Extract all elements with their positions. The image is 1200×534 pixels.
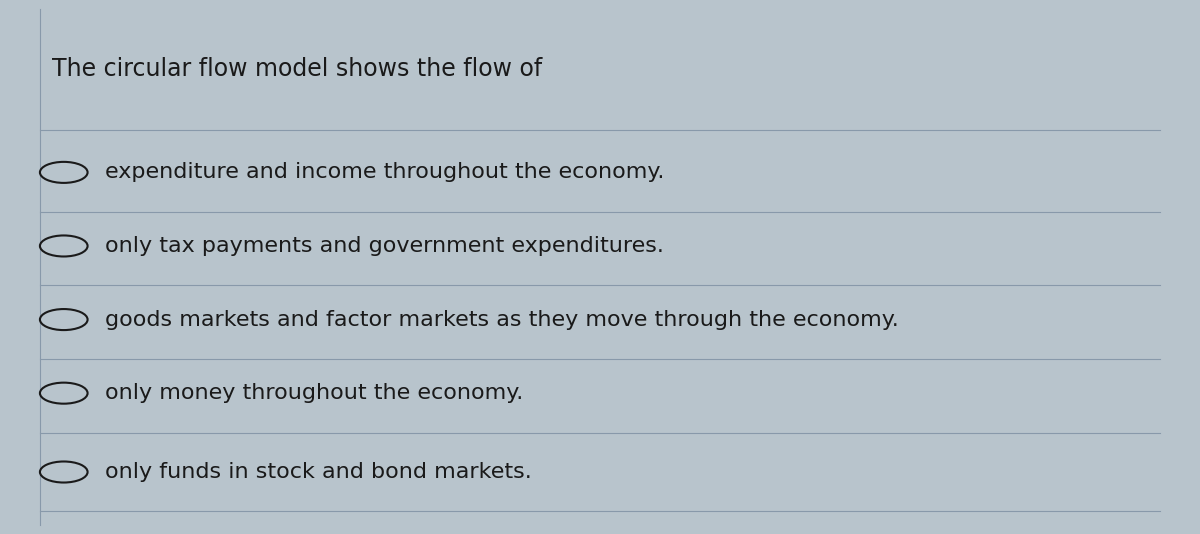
Text: only money throughout the economy.: only money throughout the economy. xyxy=(106,383,523,403)
Text: expenditure and income throughout the economy.: expenditure and income throughout the ec… xyxy=(106,162,665,183)
Text: goods markets and factor markets as they move through the economy.: goods markets and factor markets as they… xyxy=(106,310,899,329)
Text: The circular flow model shows the flow of: The circular flow model shows the flow o… xyxy=(52,57,542,81)
Text: only funds in stock and bond markets.: only funds in stock and bond markets. xyxy=(106,462,533,482)
Text: only tax payments and government expenditures.: only tax payments and government expendi… xyxy=(106,236,665,256)
